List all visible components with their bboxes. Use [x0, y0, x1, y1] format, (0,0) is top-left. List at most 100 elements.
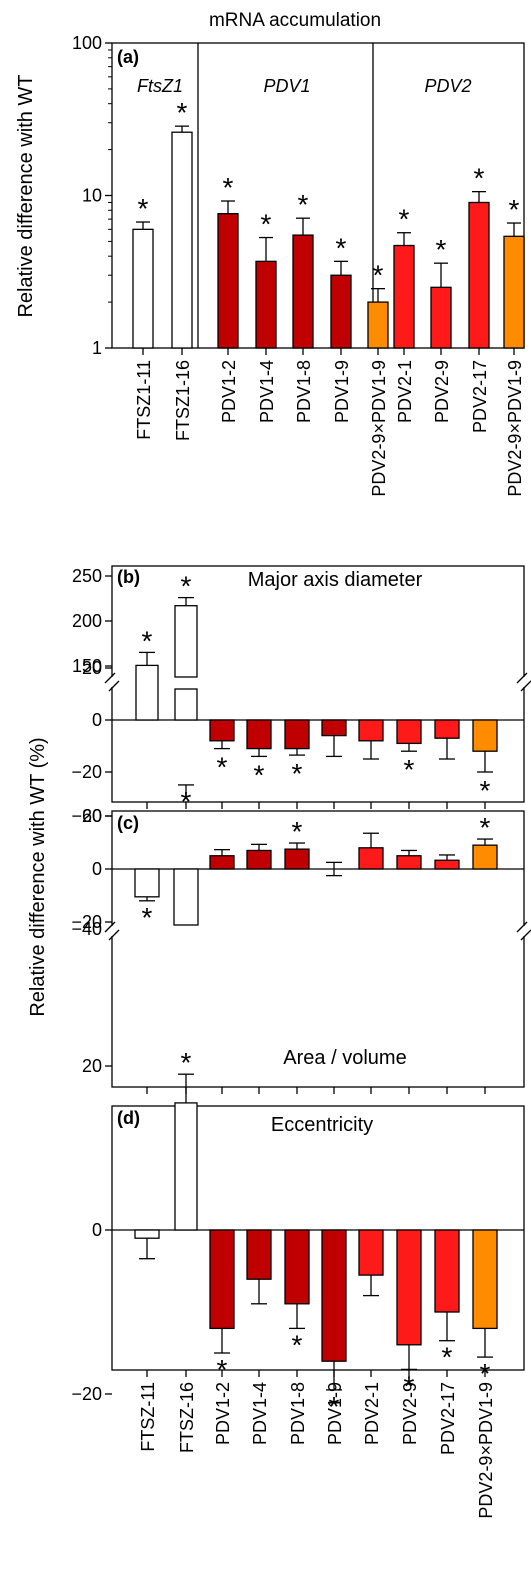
significance-star: *	[217, 1354, 228, 1385]
x-tick-label: PDV1-2	[213, 1382, 233, 1445]
bar	[330, 274, 352, 349]
significance-star: *	[298, 189, 309, 220]
y-tick-label: 0	[92, 710, 102, 730]
bar	[367, 301, 389, 349]
significance-star: *	[223, 172, 234, 203]
bar	[472, 844, 498, 870]
group-label: FtsZ1	[137, 76, 183, 96]
x-tick-label: PDV2-9×PDV1-9	[369, 360, 389, 497]
panel-d: 200−20(d) EccentricityFTSZ-11*FTSZ-16*PDV…	[71, 1047, 525, 1519]
bar	[434, 859, 460, 870]
x-tick-label: PDV1-4	[257, 360, 277, 423]
y-tick-label: −60	[71, 806, 102, 826]
axis-break-gap	[105, 677, 119, 687]
bar	[174, 1102, 198, 1231]
significance-star: *	[138, 193, 149, 224]
axis-break-gap	[105, 926, 119, 936]
y-tick-label: 200	[72, 611, 102, 631]
significance-star: *	[177, 97, 188, 128]
bar	[358, 1229, 384, 1276]
significance-star: *	[436, 234, 447, 265]
y-tick-label: −20	[71, 912, 102, 932]
significance-star: *	[261, 209, 272, 240]
bar	[246, 1229, 272, 1280]
panel-d-frame	[111, 1105, 525, 1371]
bar	[135, 664, 159, 721]
x-tick-label: FTSZ1-11	[134, 360, 154, 440]
significance-star: *	[442, 1342, 453, 1373]
bar	[246, 849, 272, 870]
significance-star: *	[399, 204, 410, 235]
significance-star: *	[181, 1047, 192, 1078]
bar	[468, 201, 490, 349]
bar	[321, 719, 347, 737]
axis-break-mark	[104, 921, 116, 933]
x-tick-label: FTSZ1-16	[173, 360, 193, 441]
bar	[472, 719, 498, 752]
panel-a-ylabel: Relative difference with WT	[15, 74, 37, 317]
bar-upper-segment	[174, 605, 198, 678]
significance-star: *	[292, 1329, 303, 1360]
bar	[358, 847, 384, 870]
significance-star: *	[142, 902, 153, 933]
bar	[472, 1229, 498, 1330]
significance-star: *	[404, 1370, 415, 1401]
panel-c-frame	[111, 810, 525, 1088]
y-tick-label: 20	[82, 806, 102, 826]
bar-upper-segment	[173, 868, 199, 926]
bar	[284, 719, 310, 750]
y-tick-label: 1	[92, 338, 102, 358]
significance-star: *	[181, 786, 192, 817]
x-tick-label: PDV2-1	[395, 360, 415, 423]
x-tick-label: PDV2-9×PDV1-9	[505, 360, 525, 497]
bar	[503, 235, 525, 349]
x-tick-label: PDV1-9	[325, 1382, 345, 1445]
significance-star: *	[480, 775, 491, 806]
bar	[171, 131, 193, 349]
axis-break-mark	[108, 680, 120, 692]
significance-star: *	[292, 758, 303, 789]
bar	[358, 719, 384, 742]
significance-star: *	[181, 571, 192, 602]
y-tick-label: 10	[82, 186, 102, 206]
bar	[434, 719, 460, 739]
significance-star: *	[217, 752, 228, 783]
x-tick-label: PDV2-9	[400, 1382, 420, 1445]
panel-d-letter: (d)	[117, 1108, 140, 1128]
significance-star: *	[474, 163, 485, 194]
panel-c-letter: (c)	[117, 813, 139, 833]
bar	[209, 1229, 235, 1330]
panel-b-frame	[111, 565, 525, 803]
bar	[396, 719, 422, 745]
axis-break-mark	[104, 672, 116, 684]
bar	[209, 719, 235, 742]
significance-star: *	[509, 194, 520, 225]
bar	[255, 260, 277, 349]
bar	[396, 1229, 422, 1346]
significance-star: *	[292, 816, 303, 847]
y-tick-label: −20	[71, 1384, 102, 1404]
axis-break-mark	[516, 921, 528, 933]
axis-break-mark	[520, 680, 531, 692]
significance-star: *	[480, 812, 491, 843]
group-label: PDV1	[263, 76, 310, 96]
panel-c: 20 0 −20−40 −60 (c) Area / volume * * * *	[71, 784, 531, 1094]
axis-break-mark	[520, 929, 531, 941]
y-tick-label: −20	[71, 762, 102, 782]
group-label: PDV2	[424, 76, 471, 96]
top-title: mRNA accumulation	[209, 10, 381, 31]
bar	[321, 1229, 347, 1362]
y-tick-label: 250	[72, 566, 102, 586]
panel-bcd-ylabel: Relative difference with WT (%)	[27, 737, 49, 1016]
y-tick-label: 20	[82, 658, 102, 678]
x-tick-label: PDV2-1	[362, 1382, 382, 1445]
bar	[284, 1229, 310, 1305]
bar-lower-segment	[174, 688, 198, 721]
bar	[209, 855, 235, 870]
bar	[134, 868, 160, 898]
x-tick-label: PDV1-4	[250, 1382, 270, 1445]
bar	[430, 286, 452, 349]
significance-star: *	[142, 625, 153, 656]
